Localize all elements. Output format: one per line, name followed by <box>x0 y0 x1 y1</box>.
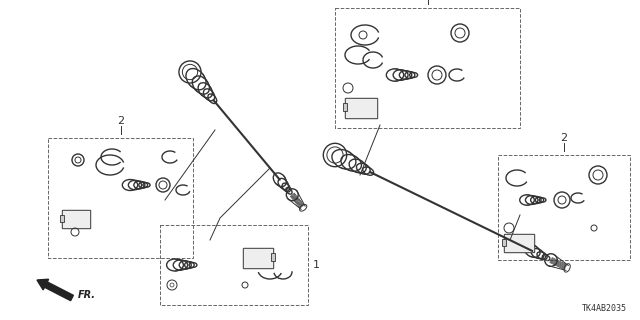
Bar <box>504 234 534 252</box>
Bar <box>345 98 377 118</box>
Bar <box>504 234 534 252</box>
Text: 1: 1 <box>313 260 320 270</box>
Bar <box>62 210 90 228</box>
Bar <box>243 248 273 268</box>
FancyArrow shape <box>37 279 74 301</box>
Text: 2: 2 <box>117 116 124 126</box>
Bar <box>498 155 630 260</box>
Bar <box>62 210 90 228</box>
Bar <box>160 225 308 305</box>
Bar <box>243 248 273 268</box>
Text: FR.: FR. <box>78 290 96 300</box>
Bar <box>345 98 377 118</box>
Bar <box>271 253 275 261</box>
Bar <box>60 215 64 222</box>
Text: 2: 2 <box>561 133 568 143</box>
Bar <box>48 138 193 258</box>
Bar <box>343 103 347 111</box>
Text: TK4AB2035: TK4AB2035 <box>582 304 627 313</box>
Bar <box>502 239 506 246</box>
Bar <box>335 8 520 128</box>
